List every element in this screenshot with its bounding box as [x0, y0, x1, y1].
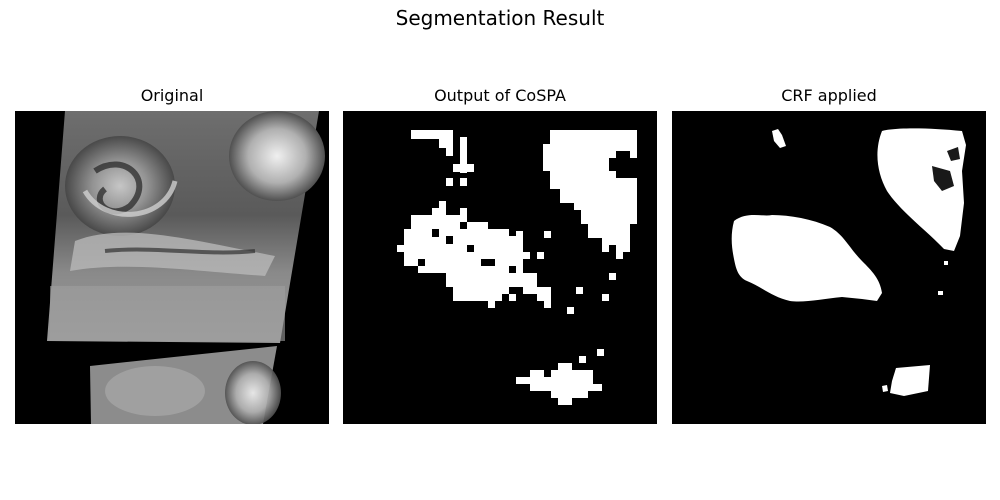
cospa-segmentation-mask [343, 111, 657, 424]
crf-segmentation-mask [672, 111, 986, 424]
figure-title: Segmentation Result [395, 6, 605, 30]
panel-title-original: Original [140, 86, 204, 105]
panel-title-cospa: Output of CoSPA [434, 86, 566, 105]
panel-title-crf: CRF applied [781, 86, 877, 105]
crf-mask [672, 111, 986, 424]
original-image [15, 111, 329, 424]
original-satellite-image [15, 111, 329, 424]
cospa-mask [343, 111, 657, 424]
